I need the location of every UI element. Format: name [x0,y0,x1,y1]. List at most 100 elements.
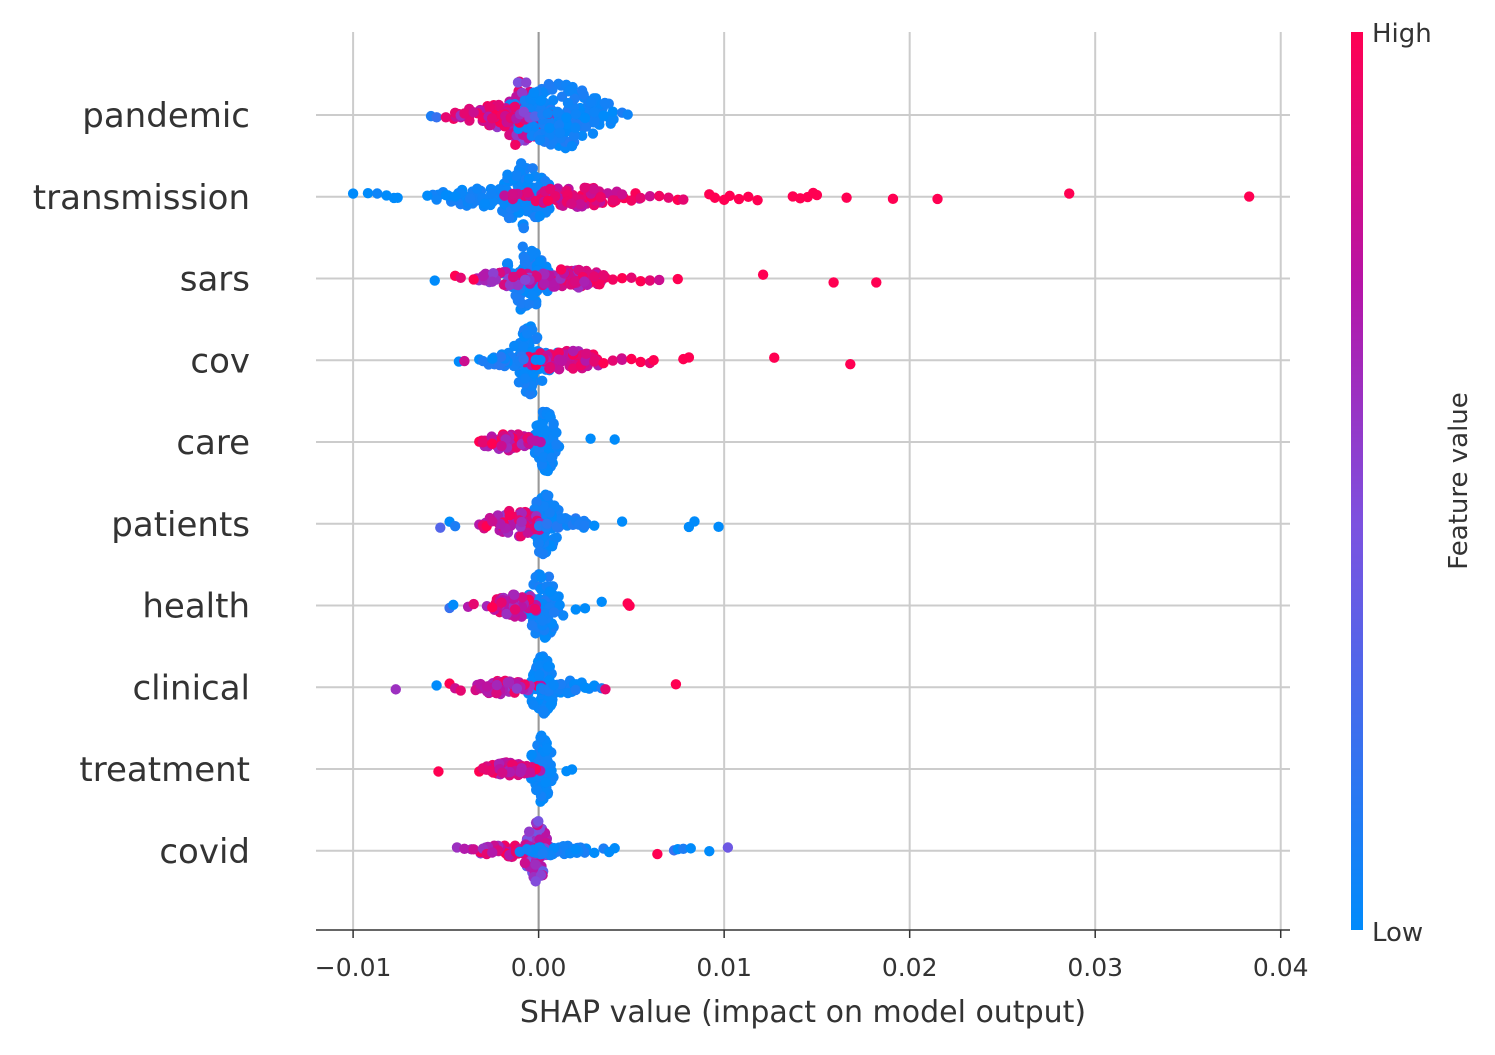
shap-point [543,661,554,672]
shap-point [477,355,489,367]
shap-point [579,112,591,124]
shap-point [570,122,581,133]
shap-point [504,279,516,291]
shap-point [589,847,600,859]
shap-points [347,76,1255,887]
x-tick-label: 0.02 [882,953,938,982]
shap-point [570,604,581,615]
shap-point [471,183,483,194]
shap-point [769,352,780,363]
shap-point [557,610,569,621]
shap-point [551,427,562,438]
shap-point [422,190,433,201]
shap-point [518,354,529,365]
shap-point [685,843,696,854]
feature-label-covid: covid [159,832,250,872]
shap-point [1243,191,1255,202]
shap-point [654,190,665,202]
shap-point [678,843,689,854]
x-tick-label: 0.03 [1067,953,1123,982]
shap-point [526,620,538,631]
shap-point [540,425,551,437]
shap-point [542,743,553,755]
shap-point [526,245,537,257]
shap-point [670,679,682,690]
shap-point [431,680,442,691]
shap-point [516,87,528,98]
shap-point [607,355,619,366]
shap-point [501,608,512,620]
shap-point [503,212,515,224]
feature-label-cov: cov [190,341,250,381]
shap-point [534,134,546,146]
shap-point [522,187,533,198]
shap-point [624,600,635,612]
shap-point [579,603,591,614]
shap-point [504,129,515,141]
shap-point [527,163,538,174]
shap-point [580,121,592,132]
shap-point [507,271,519,283]
shap-point [713,521,724,533]
shap-point [502,258,513,269]
colorbar-high-label: High [1372,19,1432,49]
shap-point [578,89,589,100]
shap-point [477,763,489,774]
shap-point [390,684,401,695]
shap-point [509,101,521,112]
shap-point [495,518,506,530]
shap-point [538,451,550,463]
shap-point [487,276,498,287]
shap-point [887,193,899,205]
shap-point [468,274,479,285]
shap-point [609,843,620,854]
shap-point [752,195,763,206]
shap-point [524,767,535,778]
shap-point [553,119,565,131]
shap-point [543,78,554,90]
shap-point [683,352,695,363]
feature-label-treatment: treatment [79,750,250,790]
shap-point [544,362,556,373]
vertical-gridlines [352,32,1282,930]
shap-point [362,188,374,199]
shap-point [589,271,600,282]
shap-point [481,681,493,692]
shap-point [555,264,567,275]
shap-point [507,188,518,200]
shap-point [579,520,591,531]
shap-point [533,816,544,827]
shap-point [468,107,479,118]
shap-point [577,130,588,141]
shap-point [566,140,578,152]
shap-point [841,192,852,203]
shap-point [392,192,403,203]
shap-point [542,490,553,502]
shap-point [512,77,524,88]
shap-point [551,107,563,118]
shap-point [596,596,607,607]
shap-point [537,615,548,626]
shap-point [644,190,656,202]
shap-point [545,767,556,778]
shap-point [519,252,530,263]
shap-point [530,859,541,870]
shap-point [526,324,538,335]
shap-point [531,785,543,796]
shap-point [464,193,476,204]
feature-label-care: care [176,423,250,463]
shap-point [589,356,600,367]
shap-point [574,199,586,210]
shap-point [510,139,521,151]
colorbar-title: Feature value [1444,392,1474,570]
shap-point [648,355,659,366]
shap-point [477,437,489,448]
shap-point [626,353,637,365]
shap-point [440,189,452,201]
shap-point [516,516,527,528]
shap-point [567,363,579,374]
shap-point [529,603,541,615]
shap-point [479,198,490,209]
shap-point [487,516,498,527]
